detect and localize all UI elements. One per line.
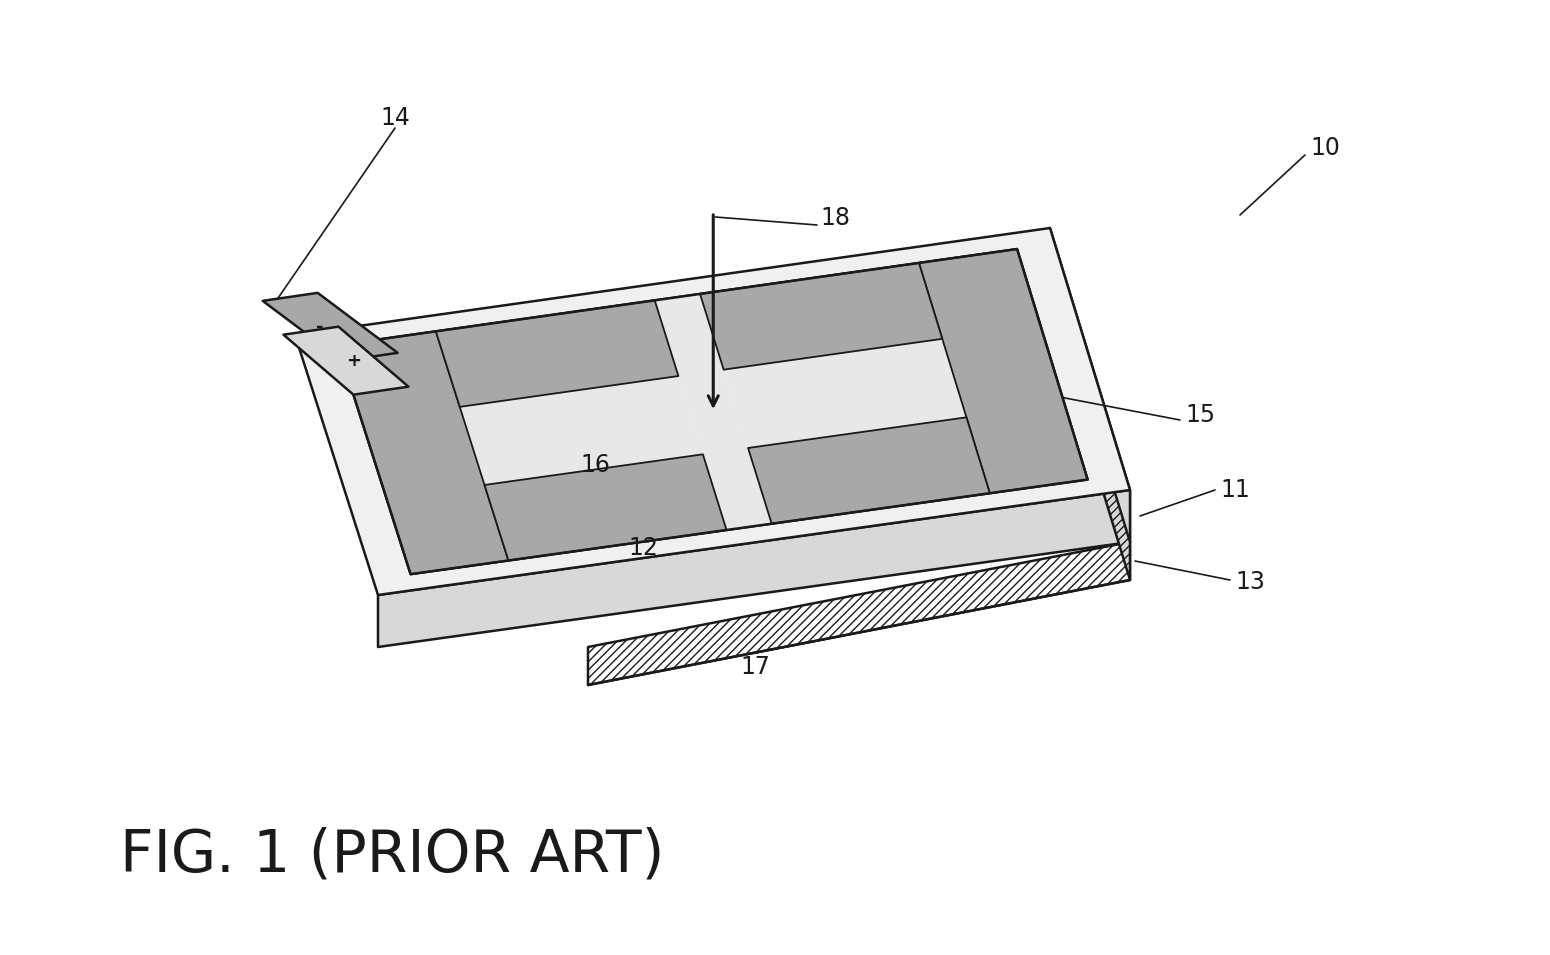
Text: 12: 12 <box>628 536 657 560</box>
Text: 13: 13 <box>1235 570 1265 594</box>
Polygon shape <box>749 417 990 523</box>
Text: 16: 16 <box>580 453 609 477</box>
Text: FIG. 1 (PRIOR ART): FIG. 1 (PRIOR ART) <box>119 826 665 883</box>
Text: 14: 14 <box>380 106 409 130</box>
Text: 18: 18 <box>820 206 849 230</box>
Text: +: + <box>347 351 361 370</box>
Polygon shape <box>338 331 508 574</box>
Polygon shape <box>378 490 1130 647</box>
Polygon shape <box>1049 228 1130 542</box>
Text: -: - <box>316 318 324 336</box>
Text: 10: 10 <box>1310 136 1339 160</box>
Text: 15: 15 <box>1186 403 1215 427</box>
Polygon shape <box>654 294 772 530</box>
Text: 17: 17 <box>739 655 770 679</box>
Polygon shape <box>485 455 727 561</box>
Polygon shape <box>262 293 398 361</box>
Polygon shape <box>1049 280 1130 580</box>
Polygon shape <box>436 301 679 407</box>
Polygon shape <box>587 542 1130 685</box>
Polygon shape <box>284 327 409 394</box>
Polygon shape <box>338 249 1088 574</box>
Text: 11: 11 <box>1220 478 1249 502</box>
Polygon shape <box>701 263 942 370</box>
Polygon shape <box>294 228 1130 595</box>
Polygon shape <box>724 339 967 448</box>
Polygon shape <box>919 249 1088 493</box>
Polygon shape <box>460 376 702 485</box>
